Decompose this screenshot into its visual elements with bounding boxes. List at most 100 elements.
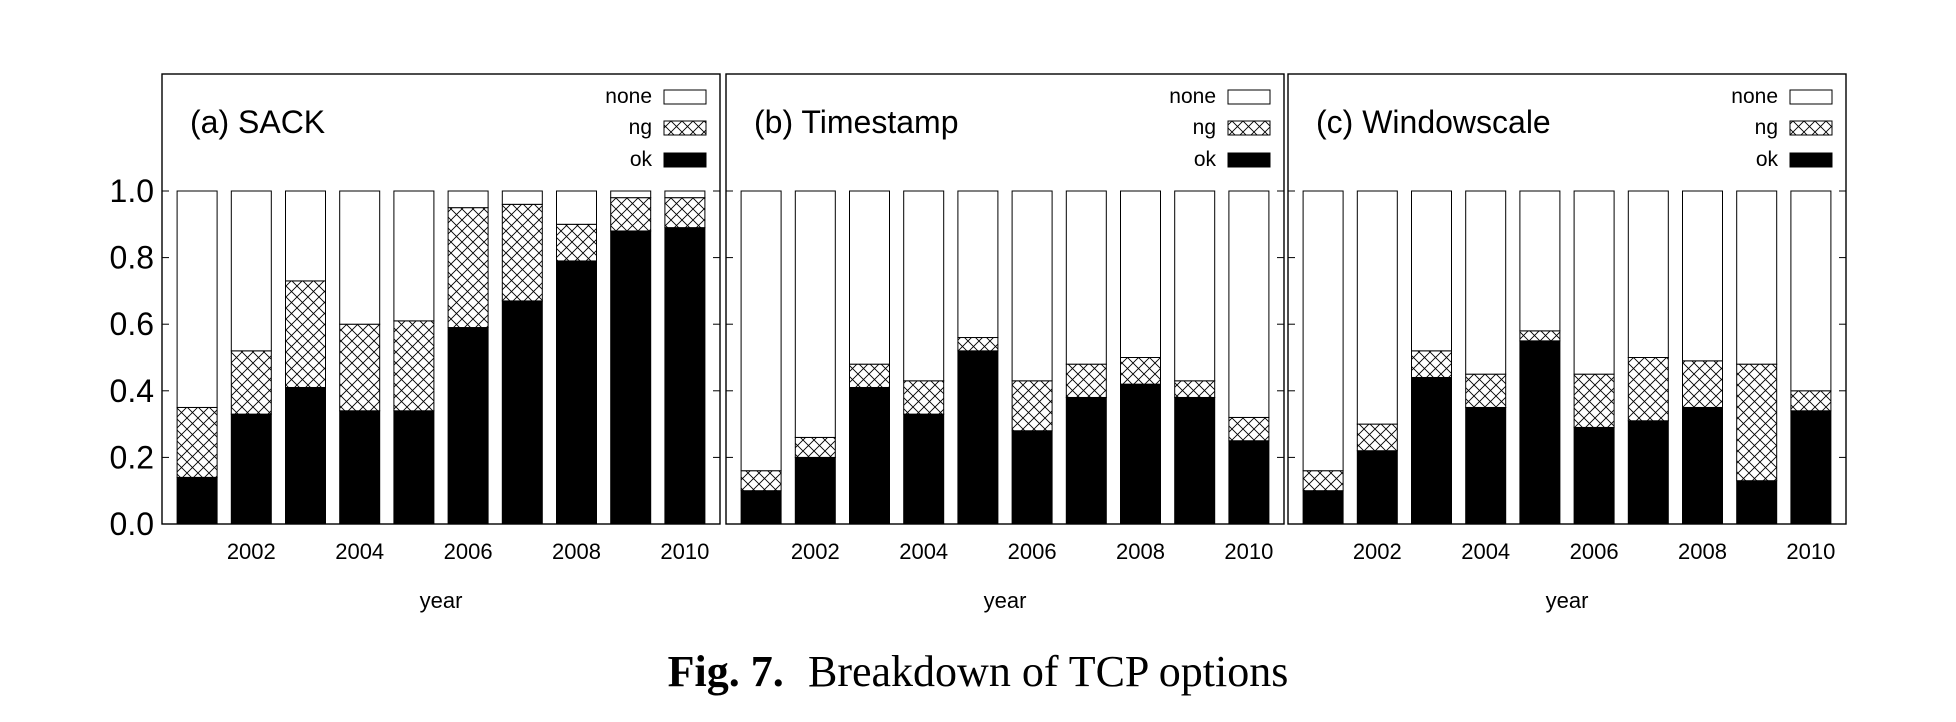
legend-swatch-none <box>663 89 707 105</box>
plot-frame <box>1287 73 1847 525</box>
panel-title: (a) SACK <box>190 104 325 140</box>
legend-label-ok: ok <box>1194 148 1217 171</box>
bar-ng-2002 <box>230 350 272 415</box>
caption: Fig. 7. Breakdown of TCP options <box>668 647 1289 696</box>
x-tick-label: 2002 <box>1353 539 1402 564</box>
y-tick-label: 1.0 <box>110 173 154 209</box>
chart-panels: 0.0 0.2 0.4 0.6 0.8 1.0 2002 2004 2006 2008 2010 ye… <box>110 73 1847 613</box>
bar-ng-2006 <box>1573 373 1615 428</box>
y-tick-label: 0.8 <box>110 240 154 276</box>
bar-ok-2004 <box>903 413 945 525</box>
bar-ng-2009 <box>1736 363 1778 482</box>
bar-ng-2002 <box>1356 423 1398 452</box>
legend-label-ok: ok <box>630 148 653 171</box>
bar-ng-2004 <box>903 380 945 415</box>
legend-label-ng: ng <box>1755 116 1778 139</box>
bar-ok-2002 <box>1356 450 1398 525</box>
bar-none-2007 <box>501 190 543 205</box>
bar-none-2004 <box>903 190 945 382</box>
bar-none-2005 <box>1519 190 1561 332</box>
bar-ok-2010 <box>1228 440 1270 525</box>
x-tick-label: 2002 <box>791 539 840 564</box>
bar-ok-2003 <box>849 386 890 525</box>
bar-ok-2008 <box>556 260 597 525</box>
legend-label-ng: ng <box>1193 116 1216 139</box>
bar-ok-2009 <box>1174 396 1216 525</box>
panel-1: 0.0 0.2 0.4 0.6 0.8 1.0 2002 2004 2006 2008 2010 ye… <box>110 73 721 613</box>
bar-none-2002 <box>1356 190 1398 425</box>
bar-ng-2006 <box>447 207 489 329</box>
bar-ng-2008 <box>556 223 597 262</box>
bar-none-2003 <box>1411 190 1452 352</box>
legend-swatch-ng <box>1227 120 1271 136</box>
bar-ok-2005 <box>1519 340 1561 525</box>
x-tick-label: 2006 <box>1008 539 1057 564</box>
bar-none-2010 <box>1790 190 1832 392</box>
bar-ng-2010 <box>664 197 706 229</box>
bar-none-2007 <box>1627 190 1669 358</box>
legend-swatch-ng <box>1789 120 1833 136</box>
bar-ng-2001 <box>740 470 782 492</box>
x-tick-label: 2010 <box>1224 539 1273 564</box>
bar-none-2001 <box>1302 190 1344 472</box>
bar-ng-2007 <box>1065 363 1107 398</box>
caption-label: Fig. 7. <box>668 647 784 696</box>
bar-ok-2002 <box>794 456 836 525</box>
bar-ng-2003 <box>285 280 326 388</box>
bar-none-2002 <box>230 190 272 352</box>
bar-none-2006 <box>1011 190 1053 382</box>
bar-none-2008 <box>1682 190 1723 362</box>
bar-none-2004 <box>1465 190 1507 375</box>
bar-ok-2003 <box>285 386 326 525</box>
bar-ng-2003 <box>849 363 890 388</box>
bar-none-2009 <box>1736 190 1778 365</box>
bar-ng-2004 <box>1465 373 1507 408</box>
bar-ok-2006 <box>1011 430 1053 525</box>
x-tick-label: 2010 <box>1786 539 1835 564</box>
plot-frame <box>161 73 721 525</box>
bar-ok-2001 <box>176 476 218 525</box>
bar-ok-2007 <box>1065 396 1107 525</box>
bar-ok-2009 <box>610 230 652 525</box>
bar-ok-2010 <box>664 227 706 525</box>
bar-ok-2010 <box>1790 410 1832 525</box>
legend-label-none: none <box>605 85 652 108</box>
legend-label-ng: ng <box>629 116 652 139</box>
panel-title: (c) Windowscale <box>1316 104 1551 140</box>
legend-swatch-ok <box>1227 152 1271 168</box>
y-tick-label: 0.2 <box>110 439 154 475</box>
legend-swatch-ng <box>663 120 707 136</box>
x-axis-label: year <box>1546 588 1589 613</box>
bar-ng-2005 <box>393 320 435 412</box>
bar-ng-2009 <box>1174 380 1216 398</box>
bar-ok-2007 <box>501 300 543 525</box>
bar-none-2008 <box>1120 190 1161 358</box>
bar-none-2004 <box>339 190 381 325</box>
bar-none-2003 <box>849 190 890 365</box>
x-tick-label: 2002 <box>227 539 276 564</box>
legend-swatch-ok <box>1789 152 1833 168</box>
x-tick-label: 2006 <box>1570 539 1619 564</box>
x-tick-label: 2004 <box>335 539 384 564</box>
bar-ng-2005 <box>1519 330 1561 342</box>
bar-ok-2007 <box>1627 420 1669 525</box>
bar-ok-2006 <box>447 327 489 525</box>
bar-none-2006 <box>447 190 489 209</box>
bar-ok-2008 <box>1682 406 1723 525</box>
bar-ng-2007 <box>1627 357 1669 422</box>
x-tick-label: 2004 <box>1461 539 1510 564</box>
panel-2: 2002 2004 2006 2008 2010 year (b) Timestamp non… <box>725 73 1285 613</box>
bar-none-2009 <box>610 190 652 199</box>
bar-none-2003 <box>285 190 326 282</box>
bar-ok-2005 <box>957 350 999 525</box>
bar-ng-2004 <box>339 323 381 412</box>
x-axis-label: year <box>984 588 1027 613</box>
x-tick-label: 2008 <box>552 539 601 564</box>
bar-ok-2004 <box>1465 406 1507 525</box>
bar-ng-2008 <box>1682 360 1723 408</box>
bar-none-2005 <box>393 190 435 322</box>
x-tick-label: 2006 <box>444 539 493 564</box>
legend: none ng ok <box>1169 85 1271 171</box>
bar-ng-2002 <box>794 436 836 458</box>
